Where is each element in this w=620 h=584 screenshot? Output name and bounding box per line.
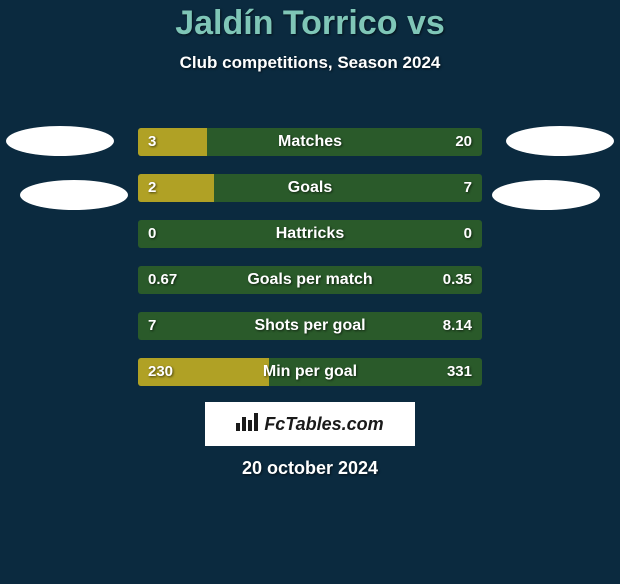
player-right-avatar-1	[506, 126, 614, 156]
stat-row: 230331Min per goal	[138, 358, 482, 386]
stat-row: 78.14Shots per goal	[138, 312, 482, 340]
stat-label: Goals	[138, 174, 482, 202]
snapshot-date: 20 october 2024	[0, 458, 620, 479]
brand-text: FcTables.com	[264, 414, 383, 435]
comparison-title: Jaldín Torrico vs	[0, 4, 620, 43]
stat-row: 320Matches	[138, 128, 482, 156]
stat-row: 0.670.35Goals per match	[138, 266, 482, 294]
player-right-avatar-2	[492, 180, 600, 210]
stat-label: Goals per match	[138, 266, 482, 294]
stat-label: Matches	[138, 128, 482, 156]
stat-row: 00Hattricks	[138, 220, 482, 248]
brand-box: FcTables.com	[205, 402, 415, 446]
stat-label: Shots per goal	[138, 312, 482, 340]
player-left-avatar-1	[6, 126, 114, 156]
bar-chart-icon	[236, 413, 258, 436]
stat-row: 27Goals	[138, 174, 482, 202]
stat-rows: 320Matches 27Goals 00Hattricks 0.670.35Goal…	[138, 128, 482, 386]
stat-label: Min per goal	[138, 358, 482, 386]
comparison-subtitle: Club competitions, Season 2024	[0, 53, 620, 73]
player-left-avatar-2	[20, 180, 128, 210]
stat-label: Hattricks	[138, 220, 482, 248]
